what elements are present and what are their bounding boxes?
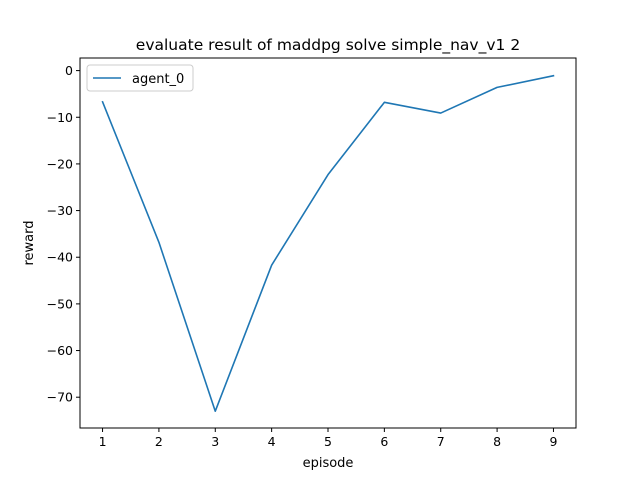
series-line-agent-0	[101, 74, 555, 413]
y-tick-label: −10	[47, 110, 73, 125]
x-tick-label: 8	[493, 434, 501, 449]
x-tick-label: 2	[155, 434, 163, 449]
legend: agent_0	[86, 64, 194, 92]
x-axis: 1 2 3 4 5 6 7 8 9	[99, 428, 557, 449]
x-tick-label: 9	[549, 434, 557, 449]
y-tick-label: −30	[47, 203, 73, 218]
x-tick-label: 3	[211, 434, 219, 449]
chart-title: evaluate result of maddpg solve simple_n…	[136, 36, 520, 55]
legend-box	[86, 64, 194, 92]
x-tick-label: 4	[268, 434, 276, 449]
y-tick-label: −50	[47, 296, 73, 311]
y-tick-label: −60	[47, 343, 73, 358]
series-layer	[101, 74, 555, 413]
y-axis-label: reward	[22, 220, 37, 265]
legend-label-agent-0: agent_0	[132, 72, 184, 87]
y-tick-label: 0	[65, 63, 73, 78]
x-tick-label: 5	[324, 434, 332, 449]
y-tick-label: −40	[47, 250, 73, 265]
x-axis-label: episode	[303, 456, 354, 471]
plot-frame	[79, 57, 577, 429]
x-tick-label: 7	[437, 434, 445, 449]
y-tick-label: −70	[47, 390, 73, 405]
x-tick-label: 6	[380, 434, 388, 449]
y-axis: 0 −10 −20 −30 −40 −50 −60 −70	[47, 63, 80, 405]
x-tick-label: 1	[99, 434, 107, 449]
y-tick-label: −20	[47, 156, 73, 171]
